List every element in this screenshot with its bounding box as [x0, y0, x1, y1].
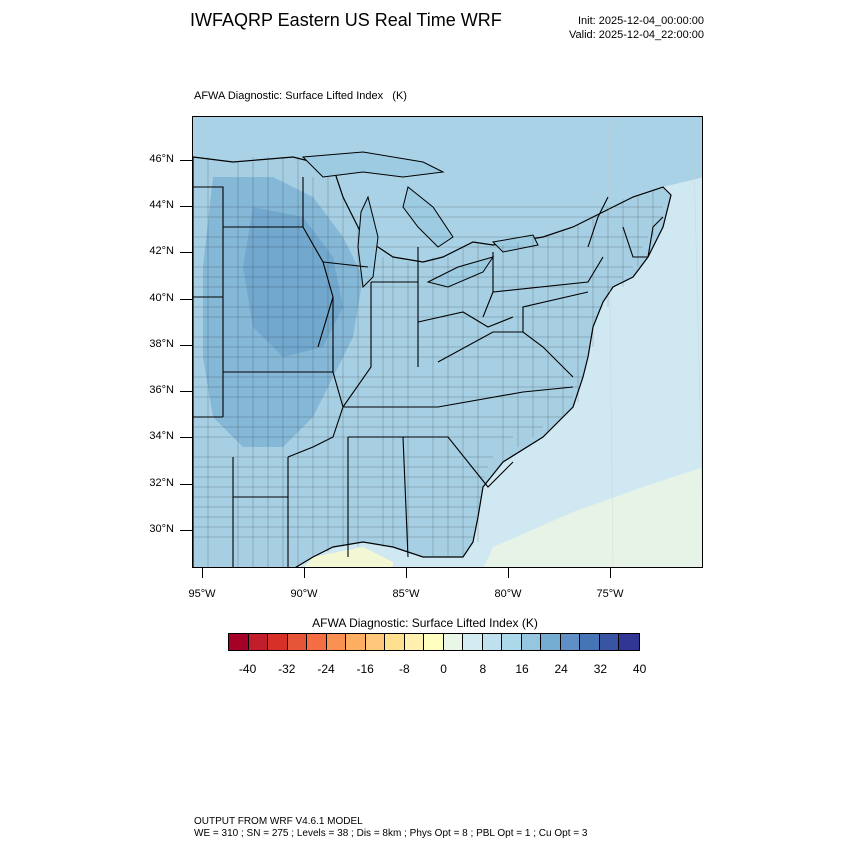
colorbar-tick-label: -40	[238, 662, 257, 676]
colorbar-swatch	[287, 634, 307, 650]
county-boundaries	[193, 157, 663, 567]
init-time: Init: 2025-12-04_00:00:00	[578, 15, 704, 27]
colorbar-swatch	[443, 634, 463, 650]
colorbar-title: AFWA Diagnostic: Surface Lifted Index (K…	[312, 616, 538, 630]
colorbar-swatch	[365, 634, 385, 650]
colorbar-tick-label: -8	[399, 662, 410, 676]
lake-erie	[426, 256, 495, 288]
lat-label-44: 44°N	[149, 199, 174, 211]
run-times: Init: 2025-12-04_00:00:00 Valid: 2025-12…	[569, 14, 704, 42]
lat-tick	[180, 252, 192, 253]
lon-label-85w: 85°W	[392, 588, 420, 600]
colorbar-swatch	[326, 634, 346, 650]
lon-tick	[202, 568, 203, 578]
lon-tick	[508, 568, 509, 578]
colorbar-swatch	[482, 634, 502, 650]
colorbar-swatch	[307, 634, 327, 650]
lat-label-40: 40°N	[149, 292, 174, 304]
colorbar-swatch	[619, 634, 639, 650]
colorbar-tick-label: 8	[479, 662, 487, 676]
plot-title: AFWA Diagnostic: Surface Lifted Index (K…	[194, 90, 407, 102]
colorbar-swatch	[580, 634, 600, 650]
lat-label-38: 38°N	[149, 338, 174, 350]
lat-tick	[180, 530, 192, 531]
lon-label-80w: 80°W	[494, 588, 522, 600]
colorbar-swatch	[385, 634, 405, 650]
colorbar-tick-label: 16	[515, 662, 529, 676]
colorbar-swatch	[424, 634, 444, 650]
colorbar-tick-label: 32	[593, 662, 608, 676]
colorbar-swatch	[521, 634, 541, 650]
lat-label-34: 34°N	[149, 430, 174, 442]
colorbar	[228, 633, 640, 651]
valid-time: Valid: 2025-12-04_22:00:00	[569, 29, 704, 41]
model-version: OUTPUT FROM WRF V4.6.1 MODEL	[194, 816, 363, 827]
lat-tick	[180, 391, 192, 392]
graticule	[607, 117, 702, 567]
colorbar-tick-label: 40	[632, 662, 647, 676]
lon-label-75w: 75°W	[596, 588, 624, 600]
lat-label-36: 36°N	[149, 384, 174, 396]
lon-tick	[610, 568, 611, 578]
warm-patch-gulf	[304, 547, 393, 567]
lake-superior	[301, 151, 445, 178]
lon-label-95w: 95°W	[188, 588, 216, 600]
colorbar-swatch	[599, 634, 619, 650]
warm-patch-ocean	[483, 467, 702, 567]
colorbar-swatch	[346, 634, 366, 650]
lat-tick	[180, 345, 192, 346]
colorbar-swatch	[541, 634, 561, 650]
lat-tick	[180, 299, 192, 300]
lat-tick	[180, 206, 192, 207]
lat-label-46: 46°N	[149, 153, 174, 165]
lat-label-32: 32°N	[149, 477, 174, 489]
lat-tick	[180, 437, 192, 438]
lon-label-90w: 90°W	[290, 588, 318, 600]
colorbar-swatch	[229, 634, 249, 650]
colorbar-tick-label: 24	[554, 662, 568, 676]
colorbar-swatch	[502, 634, 522, 650]
colorbar-swatch	[248, 634, 268, 650]
colorbar-tick-label: -32	[278, 662, 296, 676]
lat-tick	[180, 484, 192, 485]
lon-tick	[304, 568, 305, 578]
lat-label-30: 30°N	[149, 523, 174, 535]
lat-tick	[180, 160, 192, 161]
model-info-footer: OUTPUT FROM WRF V4.6.1 MODEL WE = 310 ; …	[194, 816, 587, 840]
map-panel	[192, 116, 703, 568]
colorbar-tick-label: -16	[356, 662, 374, 676]
colorbar-tick-label: -24	[317, 662, 335, 676]
colorbar-swatch	[560, 634, 580, 650]
surface-lifted-index-map	[193, 117, 702, 567]
lon-tick	[406, 568, 407, 578]
main-title: IWFAQRP Eastern US Real Time WRF	[190, 10, 502, 30]
lat-label-42: 42°N	[149, 245, 174, 257]
colorbar-swatch	[268, 634, 288, 650]
model-config: WE = 310 ; SN = 275 ; Levels = 38 ; Dis …	[194, 828, 588, 839]
lake-ontario	[491, 234, 539, 253]
colorbar-swatch	[463, 634, 483, 650]
colorbar-tick-label: 0	[440, 662, 447, 676]
colorbar-swatch	[404, 634, 424, 650]
